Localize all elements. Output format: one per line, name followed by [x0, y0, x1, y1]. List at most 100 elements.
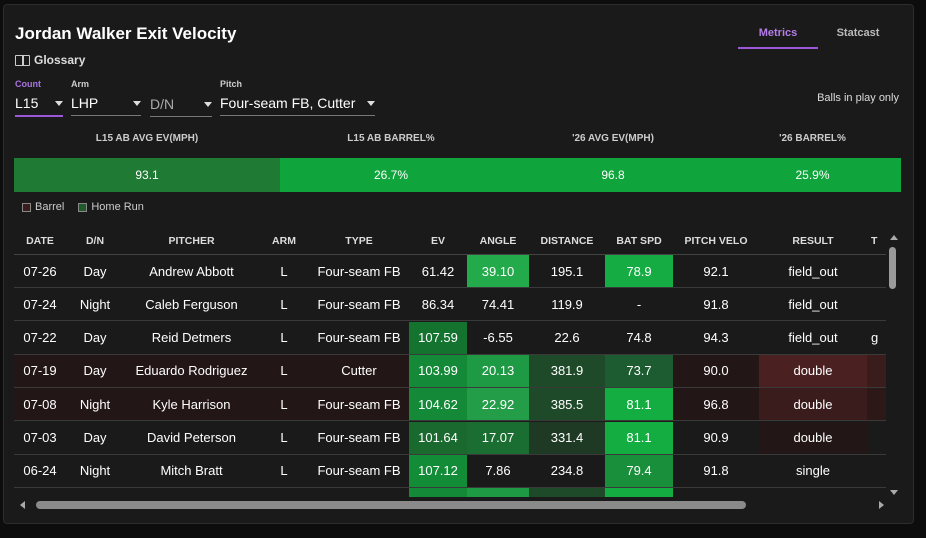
cell-distance: 385.5 [529, 388, 605, 421]
horizontal-scrollbar[interactable] [14, 499, 886, 511]
column-header-pitcher[interactable]: PITCHER [168, 234, 215, 247]
table-row[interactable]: 06-24 Night Mitch Bratt L Four-seam FB 107.12… [14, 454, 886, 488]
cell-distance [529, 488, 605, 497]
horizontal-scroll-thumb[interactable] [36, 501, 746, 509]
tab-statcast[interactable]: Statcast [836, 27, 880, 39]
cell-dn: Day [83, 330, 107, 346]
cell-t [867, 388, 886, 421]
cell-distance: 331.4 [529, 421, 605, 454]
cell-pitch-velo: 92.1 [703, 263, 729, 279]
column-header-ev[interactable]: EV [430, 234, 445, 247]
cell-distance: 234.8 [550, 463, 584, 479]
summary-header: L15 AB BARREL% [347, 133, 435, 144]
cell-type: Four-seam FB [317, 463, 401, 479]
cell-bat-spd: - [636, 296, 642, 312]
column-header-t[interactable]: T [871, 234, 878, 247]
scroll-right-icon[interactable] [879, 501, 884, 509]
cell-pitcher [124, 488, 259, 497]
glossary-link[interactable]: Glossary [15, 53, 85, 67]
barrel-swatch [22, 202, 31, 212]
cell-angle: 7.86 [485, 463, 511, 479]
cell-pitch-velo: 90.0 [673, 354, 759, 387]
exit-velocity-panel: Jordan Walker Exit Velocity Glossary Met… [3, 4, 914, 524]
cell-ev: 61.42 [421, 263, 455, 279]
cell-arm: L [280, 430, 288, 445]
cell-bat-spd: 79.4 [605, 454, 673, 487]
cell-result [759, 488, 867, 497]
table-row[interactable]: 07-19 Day Eduardo Rodriguez L Cutter 103.99 20… [14, 354, 886, 388]
summary-value: 93.1 [14, 158, 280, 192]
view-tabs: Metrics Statcast [738, 25, 898, 49]
column-header-bat-spd[interactable]: BAT SPD [616, 234, 662, 247]
table-row[interactable]: 07-08 Night Kyle Harrison L Four-seam FB 104.… [14, 388, 886, 422]
cell-bat-spd: 81.1 [605, 388, 673, 421]
column-header-distance[interactable]: DISTANCE [540, 234, 594, 247]
page-title: Jordan Walker Exit Velocity [15, 24, 237, 43]
pitch-filter: Pitch Four-seam FB, Cutter [220, 79, 375, 116]
cell-t: g [871, 330, 879, 346]
column-header-angle[interactable]: ANGLE [479, 234, 517, 247]
cell-bat-spd: 74.8 [626, 330, 652, 346]
count-select[interactable]: L15 [15, 95, 63, 117]
cell-pitch-velo: 91.8 [703, 463, 729, 479]
column-header-dn[interactable]: D/N [85, 234, 105, 247]
cell-ev: 104.62 [409, 388, 467, 421]
vertical-scroll-thumb[interactable] [889, 247, 896, 289]
cell-result: double [759, 354, 867, 387]
dn-select[interactable]: D/N [150, 96, 212, 117]
cell-pitcher: Andrew Abbott [149, 263, 234, 279]
glossary-label: Glossary [34, 53, 86, 67]
balls-in-play-toggle[interactable]: Balls in play only [817, 92, 899, 104]
column-header-pitch-velo[interactable]: PITCH VELO [684, 234, 748, 247]
column-header-type[interactable]: TYPE [345, 234, 373, 247]
arm-select[interactable]: LHP [71, 95, 141, 116]
cell-pitcher: Kyle Harrison [124, 388, 259, 421]
cell-dn: Day [66, 354, 124, 387]
cell-type: Four-seam FB [317, 430, 401, 445]
vertical-scrollbar[interactable] [888, 233, 900, 495]
at-bat-table: DATE D/N PITCHER ARM TYPE EV ANGLE DISTANCE BAT … [14, 227, 886, 497]
scroll-down-icon[interactable] [890, 490, 898, 495]
summary-value: 25.9% [724, 158, 901, 192]
cell-angle: -6.55 [483, 330, 513, 346]
chevron-down-icon [55, 100, 63, 106]
cell-angle: 39.10 [467, 255, 529, 287]
summary-header: L15 AB AVG EV(MPH) [95, 133, 199, 144]
cell-date: 06-24 [23, 463, 57, 479]
home-run-swatch [78, 202, 88, 212]
cell-date: 07-03 [23, 430, 57, 445]
cell-t [867, 488, 886, 497]
cell-type: Four-seam FB [317, 263, 401, 279]
column-header-result[interactable]: RESULT [792, 234, 834, 247]
cell-ev [409, 488, 467, 497]
column-header-arm[interactable]: ARM [272, 234, 296, 247]
cell-ev: 107.59 [409, 321, 467, 354]
table-row-partial[interactable] [14, 488, 886, 497]
cell-pitch-velo: 96.8 [673, 388, 759, 421]
table-row[interactable]: 07-03 Day David Peterson L Four-seam FB 101.6… [14, 421, 886, 455]
cell-t [867, 354, 886, 387]
cell-pitch-velo: 91.8 [703, 296, 729, 312]
summary-header: '26 BARREL% [779, 133, 846, 144]
cell-date: 07-24 [23, 296, 57, 312]
table-row[interactable]: 07-24 Night Caleb Ferguson L Four-seam FB 86.… [14, 288, 886, 322]
cell-pitcher: David Peterson [147, 430, 236, 445]
cell-distance: 119.9 [551, 296, 583, 312]
tab-metrics[interactable]: Metrics [738, 25, 818, 49]
cell-arm: L [280, 263, 288, 279]
cell-distance: 195.1 [550, 263, 584, 279]
cell-result: field_out [788, 296, 838, 312]
chevron-down-icon [133, 100, 141, 106]
legend-label: Home Run [91, 201, 144, 213]
table-row[interactable]: 07-26 Day Andrew Abbott L Four-seam FB 61.42 3… [14, 255, 886, 288]
scroll-up-icon[interactable] [890, 235, 898, 240]
cell-pitcher: Mitch Bratt [160, 463, 223, 479]
scroll-left-icon[interactable] [20, 501, 25, 509]
cell-angle: 17.07 [467, 421, 529, 454]
cell-result: single [796, 463, 830, 479]
column-header-date[interactable]: DATE [26, 234, 54, 247]
cell-bat-spd [605, 488, 673, 497]
cell-dn [66, 488, 124, 497]
table-row[interactable]: 07-22 Day Reid Detmers L Four-seam FB 107.59-… [14, 321, 886, 355]
pitch-select[interactable]: Four-seam FB, Cutter [220, 95, 375, 116]
